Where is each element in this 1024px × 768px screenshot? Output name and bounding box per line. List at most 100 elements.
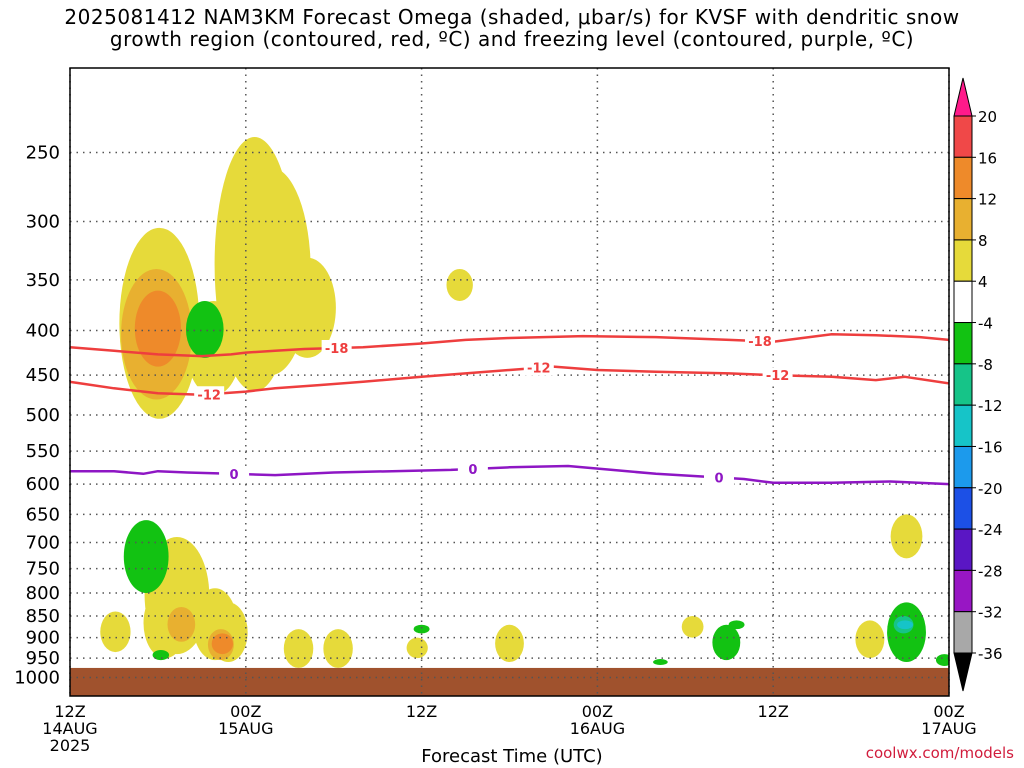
y-tick-label-600: 600 xyxy=(26,474,60,495)
y-tick-label-550: 550 xyxy=(26,441,60,462)
colorbar-label-12: -32 xyxy=(978,604,1003,622)
omega-blob-1-1 xyxy=(167,606,196,642)
omega-blob-3-5 xyxy=(712,624,741,661)
colorbar-label-2: 12 xyxy=(978,191,997,209)
y-tick-label-350: 350 xyxy=(26,270,60,291)
x-tick-label-48-0: 12Z xyxy=(758,702,789,721)
omega-blob-0-11 xyxy=(283,629,314,668)
colorbar-label-5: -4 xyxy=(978,315,993,333)
y-tick-label-700: 700 xyxy=(26,532,60,553)
contour-label-bg-0-1 xyxy=(745,333,776,350)
chart-title-line1: 2025081412 NAM3KM Forecast Omega (shaded… xyxy=(64,5,960,29)
omega-blob-0-5 xyxy=(446,268,473,301)
x-tick-label-0-2: 2025 xyxy=(50,736,91,755)
colorbar-box-6 xyxy=(953,363,973,406)
contour-label-1-0: -12 xyxy=(197,388,221,403)
contour-label-2-2: 0 xyxy=(714,472,723,487)
y-tick-label-400: 400 xyxy=(26,321,60,342)
omega-blob-3-2 xyxy=(185,300,224,358)
contour-label-bg-1-0 xyxy=(194,386,225,403)
omega-blob-0-16 xyxy=(855,620,885,659)
contour-label-0-0: -18 xyxy=(325,342,349,357)
contour-label-2-1: 0 xyxy=(468,463,477,478)
colorbar-box-8 xyxy=(953,445,973,489)
y-tick-label-300: 300 xyxy=(26,212,60,233)
colorbar-box-10 xyxy=(953,528,973,571)
contour-label-1-1: -12 xyxy=(527,362,551,377)
omega-blob-3-0 xyxy=(123,520,169,594)
x-tick-label-24-0: 12Z xyxy=(406,702,437,721)
omega-blob-0-13 xyxy=(406,637,428,659)
colorbar-label-13: -36 xyxy=(978,645,1003,663)
x-axis-title: Forecast Time (UTC) xyxy=(421,746,603,767)
colorbar-top-arrow xyxy=(953,77,973,117)
contour-label-bg-2-0 xyxy=(219,465,250,482)
contour-label-bg-1-1 xyxy=(523,359,554,376)
y-tick-label-950: 950 xyxy=(26,648,60,669)
chart-title: 2025081412 NAM3KM Forecast Omega (shaded… xyxy=(0,6,1024,50)
colorbar-box-3 xyxy=(953,239,973,282)
y-tick-label-900: 900 xyxy=(26,628,60,649)
omega-blob-0-6 xyxy=(100,611,131,653)
omega-blob-0-15 xyxy=(681,615,704,638)
y-tick-label-500: 500 xyxy=(26,405,60,426)
y-tick-label-800: 800 xyxy=(26,583,60,604)
omega-blob-3-8 xyxy=(935,654,949,666)
credit-text[interactable]: coolwx.com/models xyxy=(865,744,1014,762)
x-tick-label-0-0: 12Z xyxy=(54,702,85,721)
omega-blob-0-14 xyxy=(495,624,524,663)
omega-blob-0-4 xyxy=(278,257,336,358)
y-tick-label-650: 650 xyxy=(26,504,60,525)
colorbar-label-10: -24 xyxy=(978,521,1003,539)
colorbar-box-2 xyxy=(953,198,973,241)
omega-blob-3-1 xyxy=(152,650,170,661)
colorbar-box-9 xyxy=(953,487,973,530)
below-ground-band xyxy=(70,667,949,696)
colorbar-box-1 xyxy=(953,156,973,200)
x-tick-label-36-1: 16AUG xyxy=(570,719,625,738)
colorbar-box-5 xyxy=(953,322,973,365)
omega-blob-2-1 xyxy=(211,633,234,655)
contour-2 xyxy=(70,464,949,486)
contour-label-0-1: -18 xyxy=(748,335,772,350)
contour-label-bg-2-1 xyxy=(457,460,488,477)
y-tick-label-850: 850 xyxy=(26,606,60,627)
x-tick-label-0-1: 14AUG xyxy=(42,719,97,738)
plot-frame xyxy=(69,67,950,697)
omega-blob-3-6 xyxy=(728,620,745,630)
chart-title-line2: growth region (contoured, red, ºC) and f… xyxy=(109,27,915,51)
omega-blob-0-17 xyxy=(890,514,923,559)
colorbar-box-12 xyxy=(953,611,973,654)
x-tick-label-60-1: 17AUG xyxy=(921,719,976,738)
colorbar-box-4 xyxy=(953,280,973,324)
x-tick-label-12-1: 15AUG xyxy=(218,719,273,738)
omega-blob-3-3 xyxy=(413,624,430,634)
contour-label-bg-1-2 xyxy=(762,367,793,384)
colorbar-label-11: -28 xyxy=(978,562,1003,580)
x-tick-label-60-0: 00Z xyxy=(933,702,964,721)
contour-label-1-2: -12 xyxy=(766,369,790,384)
colorbar-label-7: -12 xyxy=(978,397,1003,415)
y-tick-label-1000: 1000 xyxy=(14,668,60,689)
contour-label-bg-0-0 xyxy=(321,339,352,356)
y-tick-label-250: 250 xyxy=(26,143,60,164)
contour-label-2-0: 0 xyxy=(230,468,239,483)
omega-blob-2-0 xyxy=(134,290,181,367)
omega-blob-5-0 xyxy=(897,620,914,630)
y-tick-label-750: 750 xyxy=(26,559,60,580)
omega-blob-0-12 xyxy=(323,629,353,668)
contour-0 xyxy=(70,333,949,358)
colorbar-label-4: 4 xyxy=(978,273,988,291)
colorbar-box-0 xyxy=(953,115,973,158)
colorbar-label-0: 20 xyxy=(978,108,997,126)
colorbar-box-11 xyxy=(953,569,973,613)
omega-blob-3-4 xyxy=(653,659,668,666)
colorbar-label-6: -8 xyxy=(978,356,993,374)
x-tick-label-36-0: 00Z xyxy=(582,702,613,721)
colorbar-label-8: -16 xyxy=(978,438,1003,456)
colorbar-bottom-arrow xyxy=(953,652,973,692)
contour-label-bg-2-2 xyxy=(703,469,734,486)
y-tick-label-450: 450 xyxy=(26,365,60,386)
colorbar-box-7 xyxy=(953,404,973,447)
